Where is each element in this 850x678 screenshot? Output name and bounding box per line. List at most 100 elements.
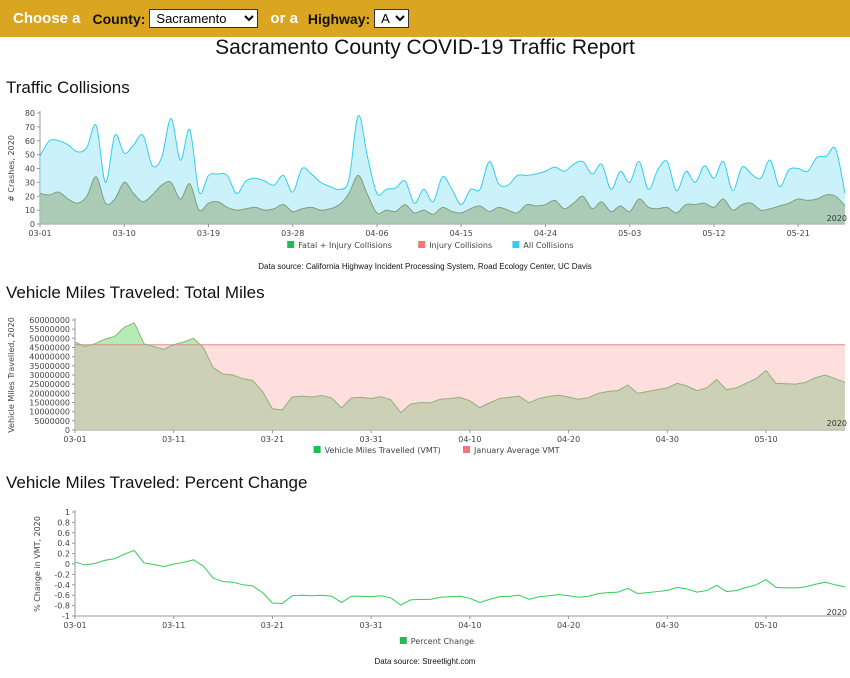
x-tick-label: 04-24: [534, 229, 557, 238]
legend-swatch: [399, 637, 407, 644]
legend-label: Percent Change: [411, 637, 474, 646]
y-tick-label: 50: [25, 151, 35, 160]
county-label: County:: [92, 10, 146, 27]
y-tick-label: 0.4: [57, 539, 70, 548]
x-tick-label: 03-11: [162, 621, 185, 630]
vmt-line: [74, 322, 846, 414]
pct-section-title: Vehicle Miles Traveled: Percent Change: [6, 473, 308, 492]
x-tick-label: 03-01: [63, 435, 86, 444]
x-tick-label: 05-03: [618, 229, 641, 238]
y-tick-label: -1: [62, 612, 70, 621]
y-tick-label: 0: [65, 426, 70, 435]
x-tick-label: 03-21: [261, 621, 284, 630]
x-tick-label: 03-21: [261, 435, 284, 444]
vmt-percent-chart: -1-0.8 -0.6-0.4 -0.200.2 0.40.6 0.81 % Change…: [33, 508, 847, 646]
x-tick-label: 03-01: [63, 621, 86, 630]
x-tick-label: 04-30: [656, 435, 679, 444]
top-bar: Choose a County: Sacramento or a Highway…: [0, 0, 850, 37]
y-tick-label: -0.4: [54, 581, 70, 590]
year-label: 2020: [827, 608, 847, 617]
y-tick-label: 50000000: [29, 334, 70, 343]
y-axis-label: Vehicle Miles Travelled, 2020: [7, 317, 16, 433]
highway-select[interactable]: All: [374, 9, 410, 28]
y-tick-label: -0.2: [54, 570, 70, 579]
deficit-area: [75, 344, 845, 413]
y-tick-label: 60: [25, 137, 35, 146]
x-tick-label: 03-28: [281, 229, 304, 238]
y-tick-label: 45000000: [29, 344, 70, 353]
x-tick-label: 03-31: [360, 435, 383, 444]
y-tick-label: 40: [25, 165, 35, 174]
y-tick-label: 0: [65, 560, 70, 569]
vmt-data-source: Data source: Streetlight.com: [374, 657, 476, 666]
all-collisions-area: [40, 115, 845, 224]
x-tick-label: 03-11: [162, 435, 185, 444]
legend-swatch: [418, 241, 426, 248]
x-tick-label: 05-10: [754, 621, 777, 630]
y-tick-label: 0.8: [57, 518, 70, 527]
y-tick-label: 80: [25, 109, 35, 118]
legend-swatch: [512, 241, 520, 248]
legend-swatch: [313, 446, 321, 453]
x-tick-label: 03-31: [360, 621, 383, 630]
vmt-total-chart: 0500000010000000150000002000000025000000…: [7, 316, 847, 455]
y-axis-label: % Change in VMT, 2020: [33, 516, 42, 612]
x-tick-label: 04-20: [557, 435, 580, 444]
y-tick-label: 60000000: [29, 316, 70, 325]
x-tick-label: 05-10: [754, 435, 777, 444]
year-label: 2020: [827, 419, 847, 428]
legend-label: All Collisions: [523, 241, 573, 250]
x-tick-label: 04-30: [656, 621, 679, 630]
vmt-area: [75, 344, 845, 430]
legend-swatch: [463, 446, 470, 453]
y-tick-label: 25000000: [29, 380, 70, 389]
y-tick-label: 5000000: [34, 417, 70, 426]
x-tick-label: 05-21: [787, 229, 810, 238]
fatal-injury-collisions-area: [40, 175, 845, 224]
x-tick-label: 03-19: [197, 229, 220, 238]
y-tick-label: 30000000: [29, 371, 70, 380]
x-tick-label: 04-20: [557, 621, 580, 630]
y-tick-label: 15000000: [29, 399, 70, 408]
y-tick-label: -0.6: [54, 591, 70, 600]
legend-label: Injury Collisions: [429, 241, 492, 250]
collisions-section-title: Traffic Collisions: [6, 78, 130, 97]
legend-label: Vehicle Miles Travelled (VMT): [325, 446, 441, 455]
percent-change-line: [74, 549, 846, 606]
y-tick-label: 30: [25, 178, 35, 187]
all-collisions-line: [39, 115, 846, 206]
legend-label: January Average VMT: [473, 446, 560, 455]
legend-label: Fatal + Injury Collisions: [298, 241, 392, 250]
y-tick-label: 0.2: [57, 550, 70, 559]
collisions-chart: 0 10 20 30 40 50 60 70 80 # Crashes, 2020 03-01 03-…: [7, 109, 847, 250]
x-tick-label: 03-01: [28, 229, 51, 238]
y-tick-label: 20000000: [29, 389, 70, 398]
fatal-injury-collisions-line: [39, 174, 846, 215]
y-tick-label: 0.6: [57, 529, 70, 538]
y-tick-label: 1: [65, 508, 70, 517]
legend-swatch: [287, 241, 295, 248]
x-tick-label: 03-10: [113, 229, 136, 238]
or-label: or a: [270, 10, 298, 27]
county-select[interactable]: Sacramento: [149, 9, 259, 28]
x-tick-label: 05-12: [702, 229, 725, 238]
y-tick-label: 35000000: [29, 362, 70, 371]
y-tick-label: 40000000: [29, 353, 70, 362]
vmt-section-title: Vehicle Miles Traveled: Total Miles: [6, 283, 265, 302]
y-tick-label: -0.8: [54, 602, 70, 611]
page-title: Sacramento County COVID-19 Traffic Repor…: [215, 36, 635, 59]
x-tick-label: 04-15: [450, 229, 473, 238]
y-axis-label: # Crashes, 2020: [7, 135, 16, 202]
y-tick-label: 10000000: [29, 408, 70, 417]
y-tick-label: 0: [30, 220, 35, 229]
x-tick-label: 04-10: [458, 435, 481, 444]
y-tick-label: 20: [25, 192, 35, 201]
x-tick-label: 04-06: [365, 229, 388, 238]
year-label: 2020: [827, 214, 847, 223]
collisions-data-source: Data source: California Highway Incident…: [258, 262, 592, 271]
y-tick-label: 10: [25, 206, 35, 215]
y-tick-label: 55000000: [29, 325, 70, 334]
choose-label: Choose a: [13, 10, 81, 27]
y-tick-label: 70: [25, 123, 35, 132]
x-tick-label: 04-10: [458, 621, 481, 630]
